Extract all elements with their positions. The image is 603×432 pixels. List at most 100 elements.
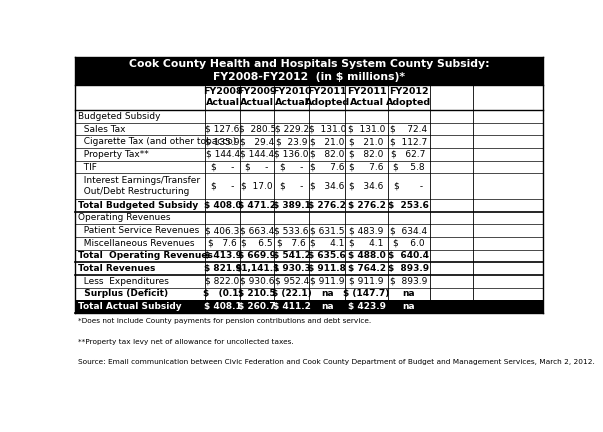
Text: $   82.0: $ 82.0 (349, 150, 384, 159)
Text: $ 483.9: $ 483.9 (349, 226, 384, 235)
Text: $ 144.4: $ 144.4 (206, 150, 239, 159)
Text: na: na (402, 302, 415, 311)
Text: FY2011
Adopted: FY2011 Adopted (305, 87, 350, 108)
Text: $ 408.1: $ 408.1 (204, 302, 241, 311)
Text: $ 471.2: $ 471.2 (238, 201, 276, 210)
Text: TIF: TIF (78, 162, 96, 172)
Text: $ 260.7: $ 260.7 (238, 302, 276, 311)
Text: $     -: $ - (280, 182, 303, 191)
Text: $   21.0: $ 21.0 (349, 137, 384, 146)
Text: $     -: $ - (280, 162, 303, 172)
Text: $  893.9: $ 893.9 (388, 264, 429, 273)
Bar (75, 174, 543, 199)
Text: $  253.6: $ 253.6 (388, 201, 429, 210)
Bar (75, 300, 543, 313)
Text: $ 229.2: $ 229.2 (275, 124, 309, 133)
Text: Total Revenues: Total Revenues (78, 264, 155, 273)
Text: $ 127.6: $ 127.6 (206, 124, 240, 133)
Text: $ 135.9: $ 135.9 (206, 137, 240, 146)
Text: Total  Operating Revenues: Total Operating Revenues (78, 251, 213, 260)
Text: $ 136.0: $ 136.0 (274, 150, 309, 159)
Text: $   62.7: $ 62.7 (391, 150, 426, 159)
Text: $ 533.6: $ 533.6 (274, 226, 309, 235)
Bar (75, 57, 543, 85)
Text: $   29.4: $ 29.4 (240, 137, 274, 146)
Text: $  131.0: $ 131.0 (348, 124, 385, 133)
Bar (75, 288, 543, 300)
Bar (75, 110, 543, 123)
Text: Less  Expenditures: Less Expenditures (78, 277, 169, 286)
Text: $    5.8: $ 5.8 (393, 162, 425, 172)
Text: $   34.6: $ 34.6 (349, 182, 384, 191)
Bar (75, 148, 543, 161)
Text: Sales Tax: Sales Tax (78, 124, 125, 133)
Text: $    6.0: $ 6.0 (393, 239, 425, 248)
Text: FY2010
Actual: FY2010 Actual (272, 87, 312, 108)
Text: $     7.6: $ 7.6 (349, 162, 384, 172)
Text: $ 635.6: $ 635.6 (308, 251, 346, 260)
Text: $ 911.9: $ 911.9 (310, 277, 344, 286)
Text: Miscellaneous Revenues: Miscellaneous Revenues (78, 239, 194, 248)
Text: $   (0.1): $ (0.1) (203, 289, 242, 299)
Text: FY2008
Actual: FY2008 Actual (203, 87, 242, 108)
Text: Interest Earnings/Transfer
  Out/Debt Restructuring: Interest Earnings/Transfer Out/Debt Rest… (78, 176, 200, 196)
Text: $ 210.5: $ 210.5 (238, 289, 276, 299)
Bar (75, 250, 543, 262)
Text: Source: Email communication between Civic Federation and Cook County Department : Source: Email communication between Civi… (78, 359, 595, 365)
Text: Budgeted Subsidy: Budgeted Subsidy (78, 112, 160, 121)
Text: $     4.1: $ 4.1 (310, 239, 344, 248)
Text: $     -: $ - (211, 182, 235, 191)
Text: $  280.5: $ 280.5 (239, 124, 276, 133)
Text: $ 488.0: $ 488.0 (348, 251, 385, 260)
Text: $ (22.1): $ (22.1) (272, 289, 312, 299)
Text: na: na (321, 302, 333, 311)
Text: $ 911.8: $ 911.8 (308, 264, 346, 273)
Text: $ 952.4: $ 952.4 (274, 277, 309, 286)
Text: $     -: $ - (245, 162, 269, 172)
Text: Property Tax**: Property Tax** (78, 150, 148, 159)
Bar (75, 212, 543, 224)
Text: FY2012
Adopted: FY2012 Adopted (386, 87, 431, 108)
Text: $   34.6: $ 34.6 (310, 182, 344, 191)
Text: $  893.9: $ 893.9 (390, 277, 428, 286)
Text: **Property tax levy net of allowance for uncollected taxes.: **Property tax levy net of allowance for… (78, 339, 294, 345)
Text: *Does not include County payments for pension contributions and debt service.: *Does not include County payments for pe… (78, 318, 371, 324)
Text: $ 411.2: $ 411.2 (273, 302, 311, 311)
Text: $    72.4: $ 72.4 (390, 124, 427, 133)
Bar (75, 275, 543, 288)
Text: $    6.5: $ 6.5 (241, 239, 273, 248)
Bar (75, 161, 543, 174)
Text: $  17.0: $ 17.0 (241, 182, 273, 191)
Text: $ 911.9: $ 911.9 (349, 277, 384, 286)
Text: $     7.6: $ 7.6 (310, 162, 344, 172)
Bar (75, 237, 543, 250)
Text: FY2011
Actual: FY2011 Actual (347, 87, 387, 108)
Text: $   21.0: $ 21.0 (310, 137, 344, 146)
Text: Cigarette Tax (and other tobacco): Cigarette Tax (and other tobacco) (78, 137, 236, 146)
Text: na: na (402, 289, 415, 299)
Text: $ 821.9: $ 821.9 (204, 264, 242, 273)
Text: $ 541.2: $ 541.2 (273, 251, 311, 260)
Text: $ 408.0: $ 408.0 (204, 201, 241, 210)
Text: Surplus (Deficit): Surplus (Deficit) (78, 289, 168, 299)
Text: $ 930.3: $ 930.3 (273, 264, 311, 273)
Text: $ 423.9: $ 423.9 (347, 302, 385, 311)
Text: $ 631.5: $ 631.5 (310, 226, 344, 235)
Text: $ (147.7): $ (147.7) (343, 289, 390, 299)
Text: $  634.4: $ 634.4 (390, 226, 427, 235)
Text: $ 669.9: $ 669.9 (238, 251, 276, 260)
Text: Total Actual Subsidy: Total Actual Subsidy (78, 302, 182, 311)
Text: $  640.4: $ 640.4 (388, 251, 429, 260)
Bar (75, 136, 543, 148)
Text: $  131.0: $ 131.0 (309, 124, 346, 133)
Text: $ 276.2: $ 276.2 (347, 201, 385, 210)
Text: $   7.6: $ 7.6 (277, 239, 306, 248)
Bar (75, 199, 543, 212)
Text: Total Budgeted Subsidy: Total Budgeted Subsidy (78, 201, 198, 210)
Text: $  112.7: $ 112.7 (390, 137, 427, 146)
Text: Cook County Health and Hospitals System County Subsidy:
FY2008-FY2012  (in $ mil: Cook County Health and Hospitals System … (128, 59, 490, 83)
Text: $ 930.6: $ 930.6 (240, 277, 274, 286)
Text: $     -: $ - (211, 162, 235, 172)
Text: $   7.6: $ 7.6 (208, 239, 237, 248)
Text: $1,141.1: $1,141.1 (235, 264, 279, 273)
